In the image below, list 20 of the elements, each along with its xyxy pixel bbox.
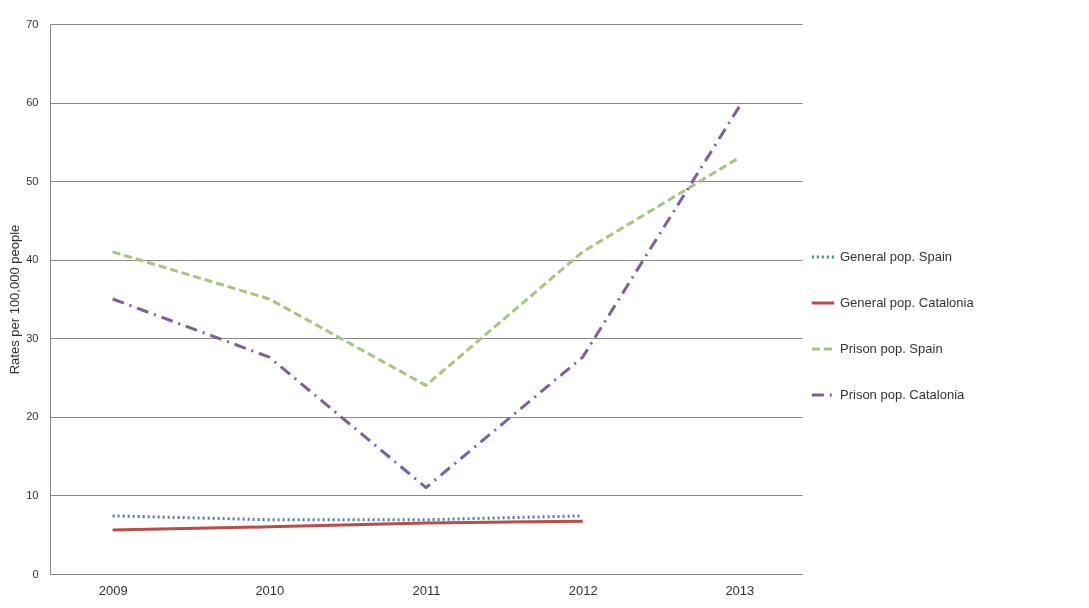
y-tick-label: 20 xyxy=(26,410,39,423)
line-series xyxy=(111,105,741,490)
y-tick-label: 40 xyxy=(26,253,39,266)
y-tick-label: 10 xyxy=(26,488,39,501)
legend-label: Prison pop. Catalonia xyxy=(840,387,966,402)
x-tick-label: 2010 xyxy=(255,582,285,598)
line-series xyxy=(111,519,585,532)
legend-label: General pop. Spain xyxy=(840,249,953,264)
legend-label: General pop. Catalonia xyxy=(840,295,975,310)
x-tick-label: 2013 xyxy=(725,582,755,598)
y-tick-label: 30 xyxy=(26,331,39,344)
y-axis-title: Rates per 100,000 people xyxy=(7,224,23,375)
y-tick-label: 0 xyxy=(32,567,39,580)
y-tick-label: 60 xyxy=(26,96,39,109)
x-tick-label: 2009 xyxy=(98,582,128,598)
y-tick-label: 70 xyxy=(26,17,39,30)
legend-label: Prison pop. Spain xyxy=(840,341,943,356)
y-tick-label: 50 xyxy=(26,174,39,187)
x-tick-label: 2012 xyxy=(568,582,598,598)
x-tick-label: 2011 xyxy=(412,582,441,598)
